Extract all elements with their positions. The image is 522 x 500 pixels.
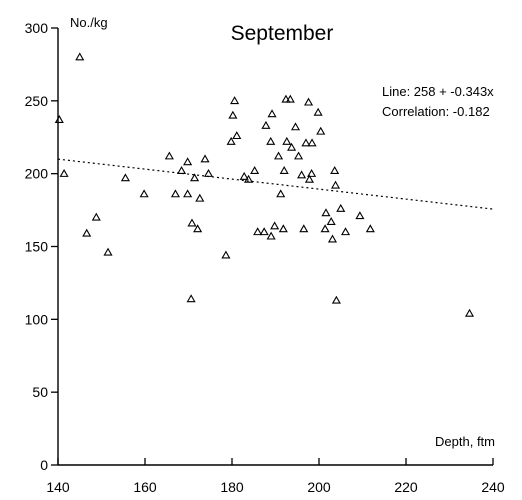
data-point bbox=[282, 136, 292, 145]
data-point bbox=[195, 193, 205, 202]
data-point bbox=[270, 221, 280, 230]
y-tick-label: 50 bbox=[32, 384, 48, 400]
data-point bbox=[330, 180, 341, 189]
data-point bbox=[326, 217, 336, 225]
data-point bbox=[54, 115, 64, 124]
data-point bbox=[250, 166, 260, 175]
data-point bbox=[203, 168, 214, 177]
x-axis-label: Depth, ftm bbox=[435, 434, 495, 449]
data-point bbox=[297, 170, 307, 179]
data-point bbox=[464, 308, 475, 317]
data-point bbox=[170, 189, 180, 198]
data-point bbox=[193, 224, 203, 233]
data-point bbox=[294, 151, 304, 160]
y-tick-label: 300 bbox=[25, 20, 49, 36]
data-point bbox=[232, 131, 242, 140]
data-point bbox=[299, 224, 309, 233]
data-point bbox=[365, 224, 375, 233]
data-point bbox=[266, 231, 276, 240]
data-point bbox=[327, 234, 338, 243]
data-point bbox=[183, 157, 193, 166]
data-point bbox=[82, 228, 92, 237]
chart-title: September bbox=[231, 22, 334, 45]
data-point bbox=[287, 142, 297, 151]
data-point bbox=[340, 227, 351, 236]
correlation-text: Correlation: -0.182 bbox=[382, 104, 490, 119]
y-axis-label: No./kg bbox=[70, 15, 108, 30]
data-point bbox=[91, 212, 101, 221]
data-point bbox=[307, 138, 317, 147]
data-point bbox=[187, 218, 197, 227]
data-point bbox=[331, 295, 341, 304]
ticks: 0 50 100 150 200 250 300 140 160 180 200 220 240 bbox=[25, 20, 505, 495]
x-tick-label: 220 bbox=[394, 479, 418, 495]
data-point bbox=[75, 52, 85, 61]
data-point bbox=[253, 227, 263, 236]
y-tick-label: 250 bbox=[25, 93, 49, 109]
data-point bbox=[259, 227, 269, 236]
data-point bbox=[164, 151, 174, 160]
data-point bbox=[281, 94, 291, 103]
data-point bbox=[307, 168, 317, 177]
data-point bbox=[226, 136, 236, 145]
data-point bbox=[316, 126, 326, 135]
data-point bbox=[103, 247, 113, 256]
data-point bbox=[278, 224, 288, 233]
data-point bbox=[276, 189, 286, 198]
data-point bbox=[120, 173, 130, 182]
data-point bbox=[313, 107, 323, 116]
data-point bbox=[139, 189, 149, 198]
data-point bbox=[320, 224, 330, 233]
x-tick-label: 140 bbox=[46, 479, 70, 495]
trend-line bbox=[57, 158, 494, 210]
data-point bbox=[221, 250, 231, 259]
data-point bbox=[304, 174, 314, 183]
y-tick-label: 0 bbox=[40, 457, 48, 473]
y-tick-label: 100 bbox=[25, 311, 49, 327]
data-point bbox=[228, 110, 238, 119]
data-point bbox=[239, 171, 249, 180]
x-tick-label: 240 bbox=[481, 479, 505, 495]
data-point bbox=[285, 94, 295, 103]
data-point bbox=[243, 174, 254, 183]
data-point bbox=[183, 189, 193, 198]
data-point bbox=[266, 136, 276, 145]
data-point bbox=[200, 154, 210, 163]
data-point bbox=[59, 168, 69, 177]
data-point bbox=[273, 151, 284, 160]
data-point bbox=[336, 203, 346, 212]
data-point bbox=[290, 122, 301, 131]
data-point bbox=[279, 166, 289, 175]
y-tick-label: 200 bbox=[25, 166, 49, 182]
data-point bbox=[261, 120, 271, 129]
data-point bbox=[355, 211, 365, 220]
data-points bbox=[54, 52, 475, 317]
x-tick-label: 200 bbox=[307, 479, 331, 495]
data-point bbox=[230, 96, 240, 105]
data-point bbox=[301, 138, 311, 147]
x-tick-label: 160 bbox=[133, 479, 157, 495]
data-point bbox=[186, 294, 196, 303]
data-point bbox=[176, 166, 187, 175]
y-tick-label: 150 bbox=[25, 239, 49, 255]
data-point bbox=[190, 173, 200, 182]
data-point bbox=[330, 166, 340, 175]
x-tick-label: 180 bbox=[220, 479, 244, 495]
data-point bbox=[304, 97, 314, 106]
regression-line-equation: Line: 258 + -0.343x bbox=[382, 84, 494, 99]
data-point bbox=[321, 208, 331, 217]
data-point bbox=[267, 109, 277, 118]
